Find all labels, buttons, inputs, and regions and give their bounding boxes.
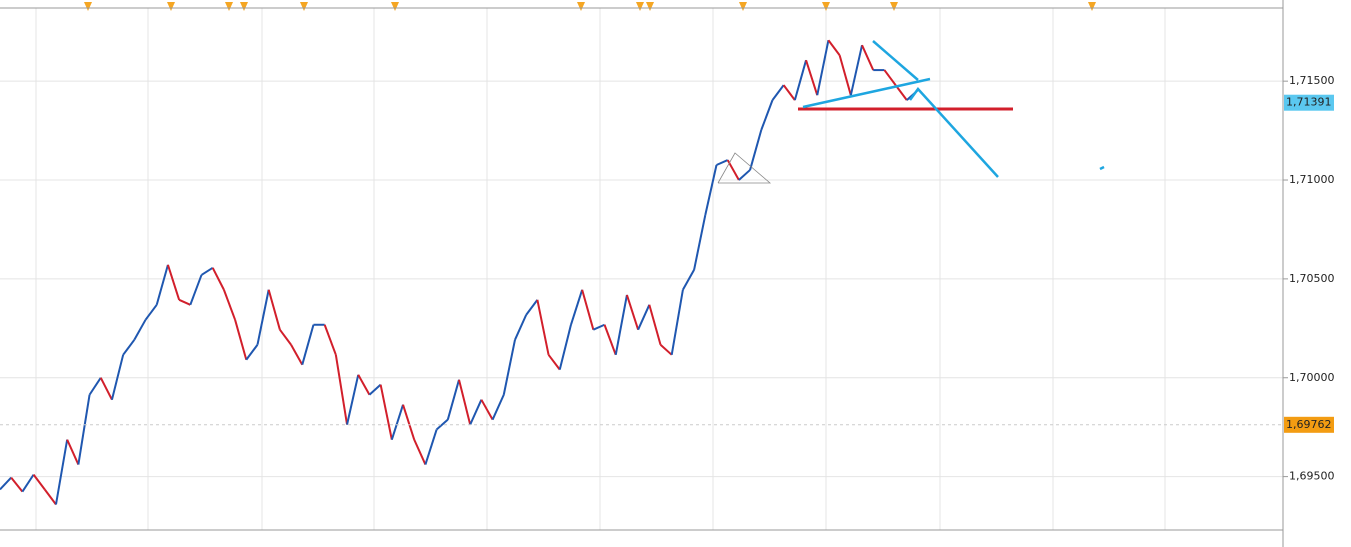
price-segment	[648, 304, 662, 345]
price-segment	[301, 324, 315, 365]
price-segment	[469, 399, 483, 426]
price-segment	[603, 324, 617, 356]
price-segment	[514, 314, 528, 341]
price-segment	[894, 84, 908, 101]
price-segment	[693, 214, 707, 270]
price-segment	[861, 44, 875, 71]
price-segment	[144, 304, 158, 321]
price-segment	[279, 329, 292, 346]
price-segment	[883, 69, 897, 86]
price-segment	[435, 418, 449, 431]
y-tick-label: 1,69500	[1289, 470, 1335, 483]
price-segment	[368, 383, 382, 396]
plot	[0, 39, 1283, 506]
price-segment	[793, 59, 808, 101]
price-segment	[760, 99, 774, 131]
y-tick-label: 1,71500	[1289, 74, 1335, 87]
price-segment	[716, 159, 729, 166]
event-markers	[84, 2, 1096, 11]
price-segment	[334, 354, 349, 425]
price-segment	[480, 399, 494, 421]
price-segment	[200, 266, 214, 276]
price-segment	[66, 439, 80, 465]
price-segment	[402, 404, 416, 440]
price-segment	[816, 40, 830, 96]
price-segment	[738, 169, 751, 181]
price-segment	[267, 289, 281, 330]
price-segment	[10, 476, 24, 493]
price-segment	[849, 44, 864, 96]
price-segment	[413, 439, 427, 465]
price-segment	[491, 394, 505, 421]
price-segment	[446, 379, 460, 420]
price-segment	[234, 319, 248, 361]
price-segment	[245, 344, 259, 361]
price-segment	[21, 474, 35, 493]
drawings	[717, 40, 1105, 184]
price-segment	[390, 404, 404, 440]
price-segment	[54, 439, 69, 505]
price-segment	[592, 323, 605, 331]
price-segment	[178, 298, 191, 306]
price-segment	[211, 267, 225, 291]
price-segment	[670, 289, 684, 355]
price-segment	[88, 377, 102, 396]
price-segment	[110, 354, 125, 400]
price-segment	[222, 289, 237, 321]
price-segment	[133, 319, 147, 341]
price-segment	[569, 289, 584, 326]
price-segment	[558, 324, 572, 370]
price-segment	[659, 343, 673, 356]
price-segment	[346, 374, 360, 425]
price-segment	[122, 339, 136, 356]
price-tag	[1284, 94, 1334, 111]
price-tag-label: 1,71391	[1286, 96, 1332, 109]
price-segment	[637, 304, 651, 331]
price-segment	[749, 129, 763, 171]
price-segment	[256, 289, 270, 345]
price-segment	[43, 488, 57, 506]
price-segment	[502, 339, 516, 395]
price-segment	[0, 476, 12, 491]
y-tick-label: 1,71000	[1289, 173, 1335, 186]
price-tag	[1284, 416, 1334, 433]
price-segment	[782, 84, 796, 101]
price-tag-label: 1,69762	[1286, 418, 1332, 431]
price-segment	[189, 274, 203, 306]
price-segment	[379, 384, 393, 440]
price-segment	[771, 84, 785, 101]
price-segment	[32, 474, 46, 491]
price-segment	[323, 324, 337, 356]
price-segment	[827, 39, 841, 56]
price-segment	[536, 299, 550, 356]
price-segment	[547, 354, 561, 371]
price-segment	[625, 294, 640, 331]
price-segment	[682, 269, 695, 291]
price-segment	[581, 289, 595, 330]
price-segment	[77, 394, 91, 465]
time-grid	[35, 8, 1166, 530]
y-tick-label: 1,70500	[1289, 272, 1335, 285]
price-segment	[704, 164, 718, 216]
price-segment	[155, 264, 169, 306]
price-segment	[805, 59, 819, 96]
price-segment	[99, 377, 113, 401]
frame	[0, 0, 1284, 547]
y-tick-label: 1,70000	[1289, 371, 1335, 384]
price-segment	[458, 379, 472, 425]
price-segment	[838, 54, 852, 96]
price-segment	[614, 294, 628, 355]
price-segment	[290, 344, 304, 366]
price-segment	[166, 264, 181, 301]
price-segment	[424, 429, 438, 465]
price-segment	[357, 374, 371, 396]
price-segment	[525, 299, 539, 316]
